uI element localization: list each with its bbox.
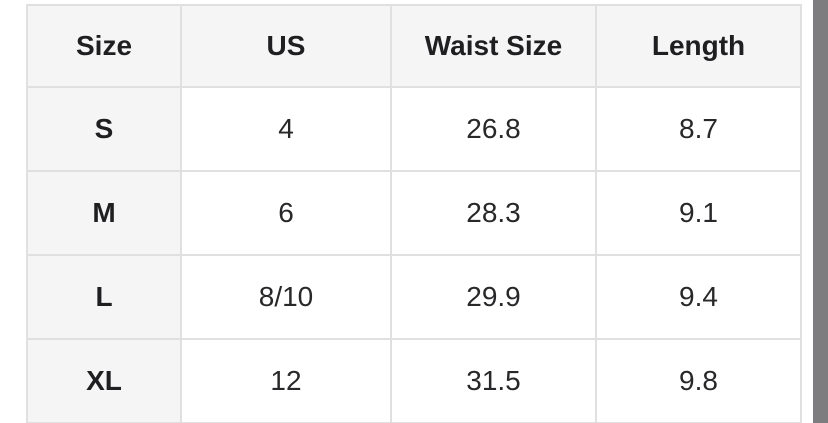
length-value-cell: 9.8 (595, 338, 802, 423)
size-label-cell: XL (26, 338, 182, 423)
waist-value-cell: 29.9 (390, 254, 597, 340)
column-header-waist: Waist Size (390, 4, 597, 88)
column-header-length: Length (595, 4, 802, 88)
us-value-cell: 6 (180, 170, 392, 256)
waist-value-cell: 31.5 (390, 338, 597, 423)
table-header: Size US Waist Size Length (26, 4, 802, 88)
us-value-cell: 12 (180, 338, 392, 423)
column-header-size: Size (26, 4, 182, 88)
column-header-us: US (180, 4, 392, 88)
length-value-cell: 9.4 (595, 254, 802, 340)
table-row-s: S 4 26.8 8.7 (26, 86, 802, 172)
table-row-l: L 8/10 29.9 9.4 (26, 254, 802, 340)
size-label-cell: L (26, 254, 182, 340)
length-value-cell: 9.1 (595, 170, 802, 256)
vertical-scrollbar-thumb[interactable] (813, 0, 828, 423)
us-value-cell: 4 (180, 86, 392, 172)
table-row-m: M 6 28.3 9.1 (26, 170, 802, 256)
size-chart-table: Size US Waist Size Length S 4 26.8 8.7 M… (26, 4, 802, 423)
length-value-cell: 8.7 (595, 86, 802, 172)
table-row-xl: XL 12 31.5 9.8 (26, 338, 802, 423)
waist-value-cell: 28.3 (390, 170, 597, 256)
size-label-cell: M (26, 170, 182, 256)
us-value-cell: 8/10 (180, 254, 392, 340)
header-row: Size US Waist Size Length (26, 4, 802, 88)
table-body: S 4 26.8 8.7 M 6 28.3 9.1 L 8/10 29.9 9.… (26, 86, 802, 423)
waist-value-cell: 26.8 (390, 86, 597, 172)
size-label-cell: S (26, 86, 182, 172)
